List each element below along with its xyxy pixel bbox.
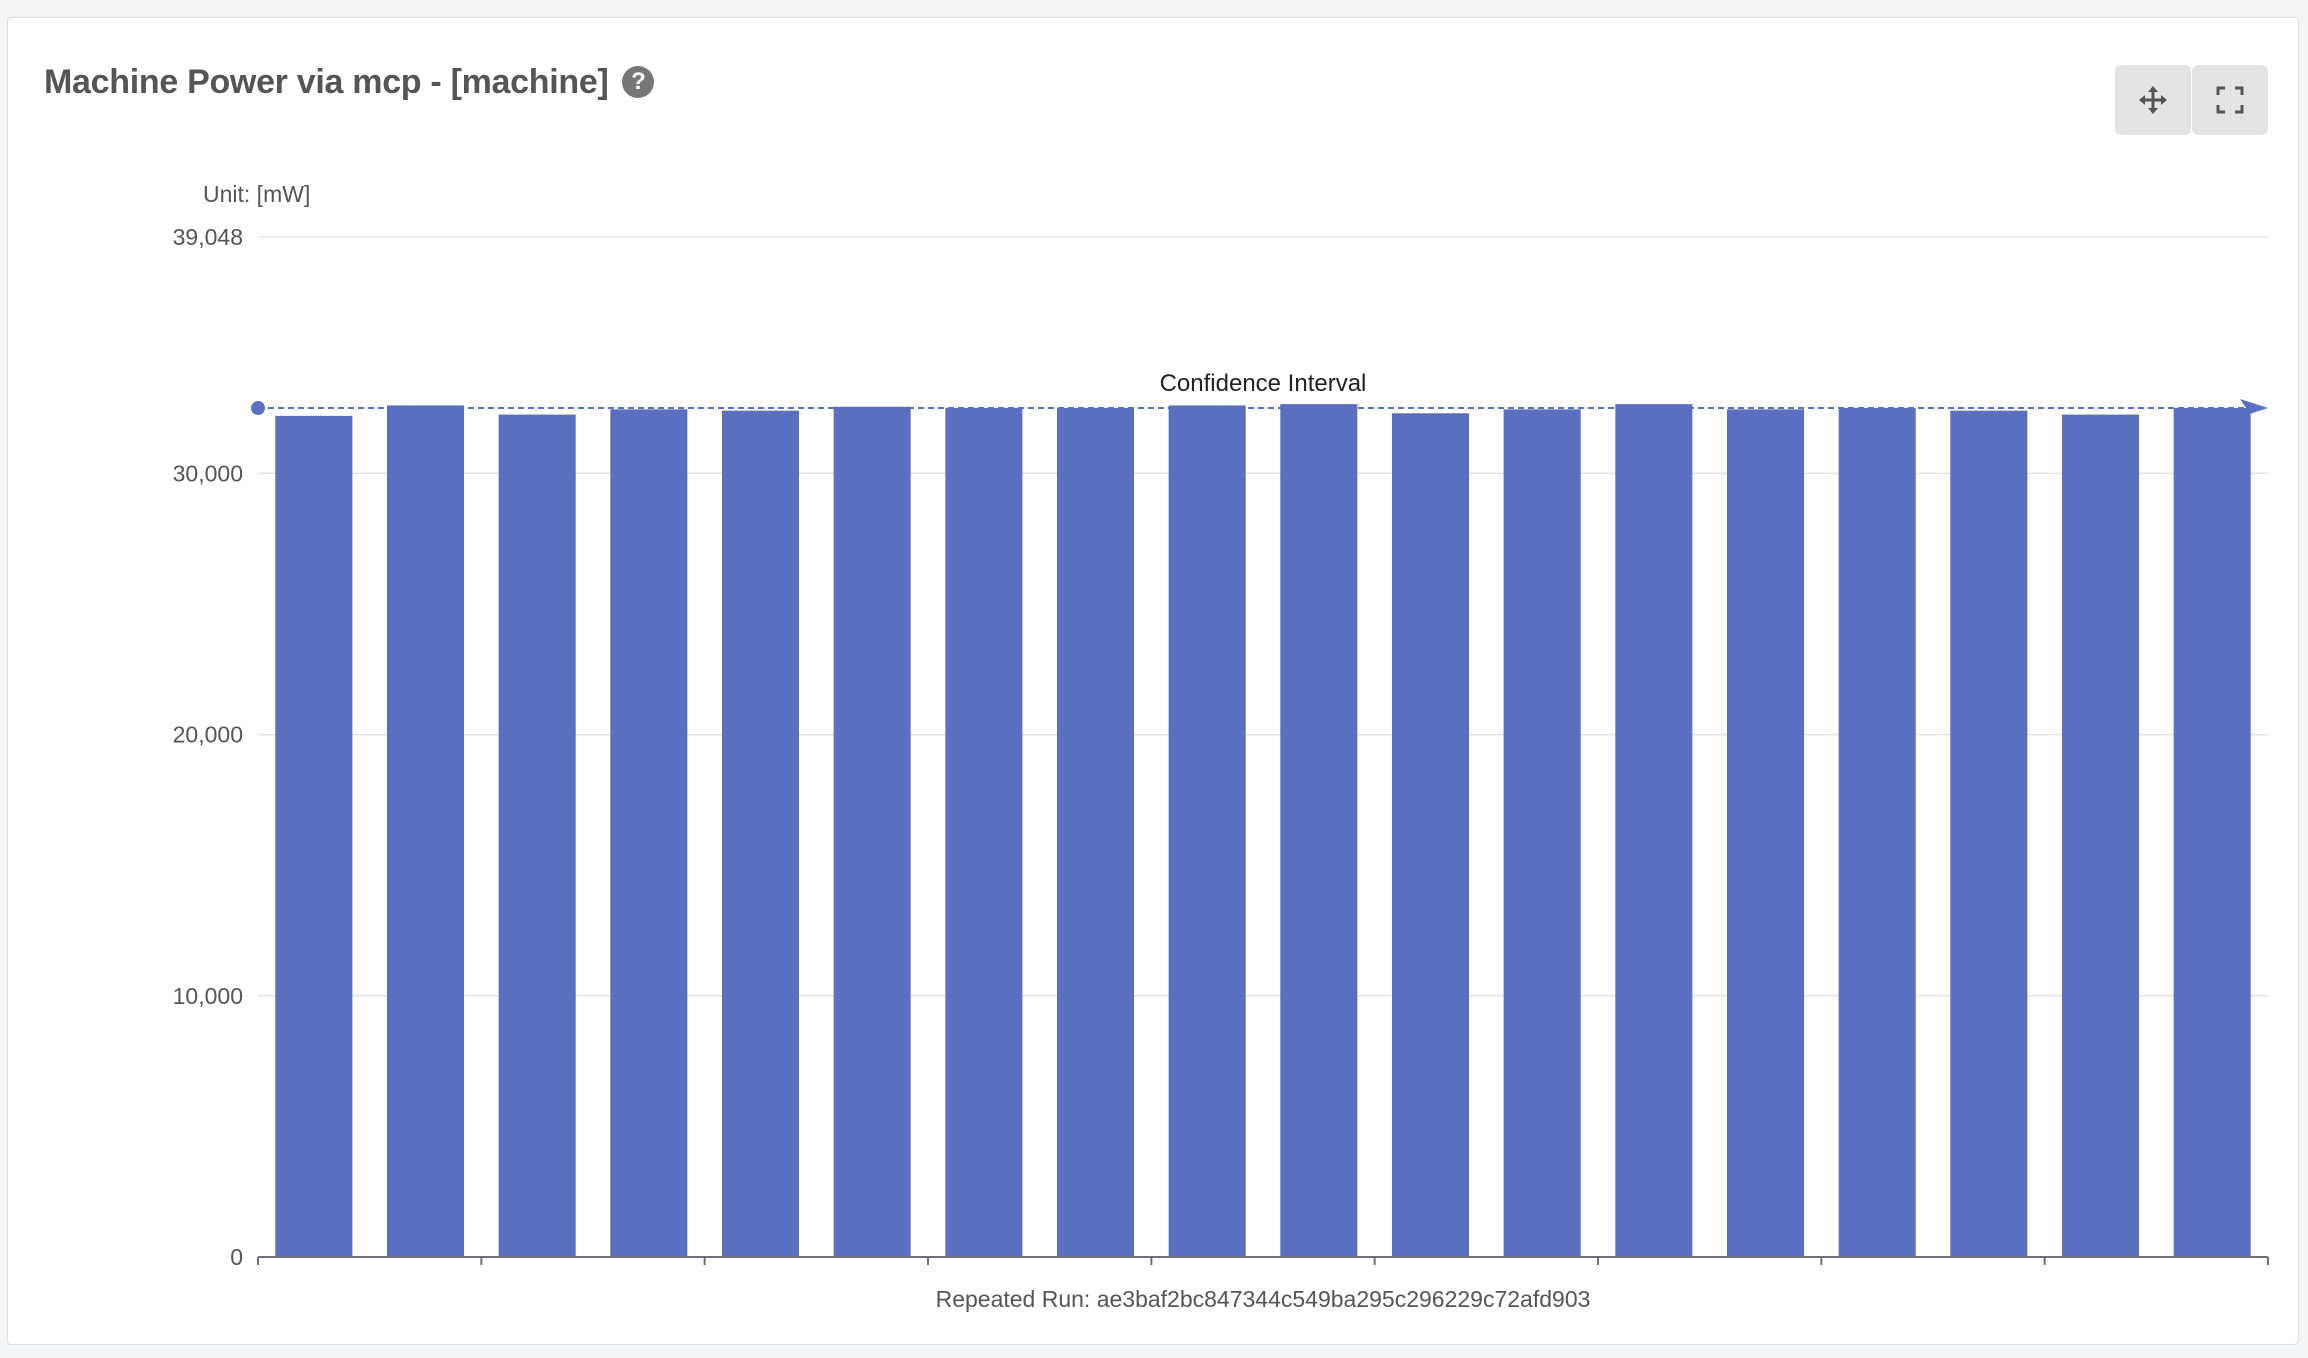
y-tick-label: 39,048 (173, 224, 243, 250)
bar (386, 405, 465, 1257)
bar (498, 414, 576, 1257)
panel-header: Machine Power via mcp - [machine] ? (44, 58, 655, 106)
bar (945, 408, 1023, 1257)
bar (1838, 408, 1916, 1257)
markline-start-dot (251, 401, 265, 416)
bar (1168, 405, 1246, 1257)
unit-label: Unit: [mW] (203, 181, 310, 207)
bar (610, 409, 688, 1257)
bar (2173, 408, 2251, 1257)
question-circle-icon[interactable]: ? (622, 66, 655, 98)
bar (1950, 410, 2028, 1257)
bar (1056, 408, 1135, 1257)
bar (275, 415, 353, 1258)
y-tick-label: 0 (230, 1244, 243, 1270)
confidence-interval-label: Confidence Interval (1160, 370, 1367, 397)
bar (1726, 409, 1805, 1257)
bar (1280, 404, 1358, 1258)
bar (721, 410, 800, 1257)
fullscreen-button[interactable] (2192, 65, 2268, 135)
bar (1615, 404, 1693, 1258)
bar (1503, 409, 1581, 1257)
bar (2061, 414, 2140, 1257)
y-tick-label: 30,000 (173, 460, 243, 486)
y-tick-label: 20,000 (173, 722, 243, 748)
y-tick-label: 10,000 (173, 983, 243, 1009)
fullscreen-icon (2216, 86, 2244, 114)
move-panel-button[interactable] (2115, 65, 2191, 135)
bar (1391, 413, 1470, 1258)
panel-title: Machine Power via mcp - [machine] (44, 62, 609, 101)
x-axis-label: Repeated Run: ae3baf2bc847344c549ba295c2… (936, 1286, 1591, 1312)
move-arrows-icon (2139, 86, 2167, 114)
bar (833, 406, 911, 1257)
markline-end-arrow (2240, 399, 2268, 418)
